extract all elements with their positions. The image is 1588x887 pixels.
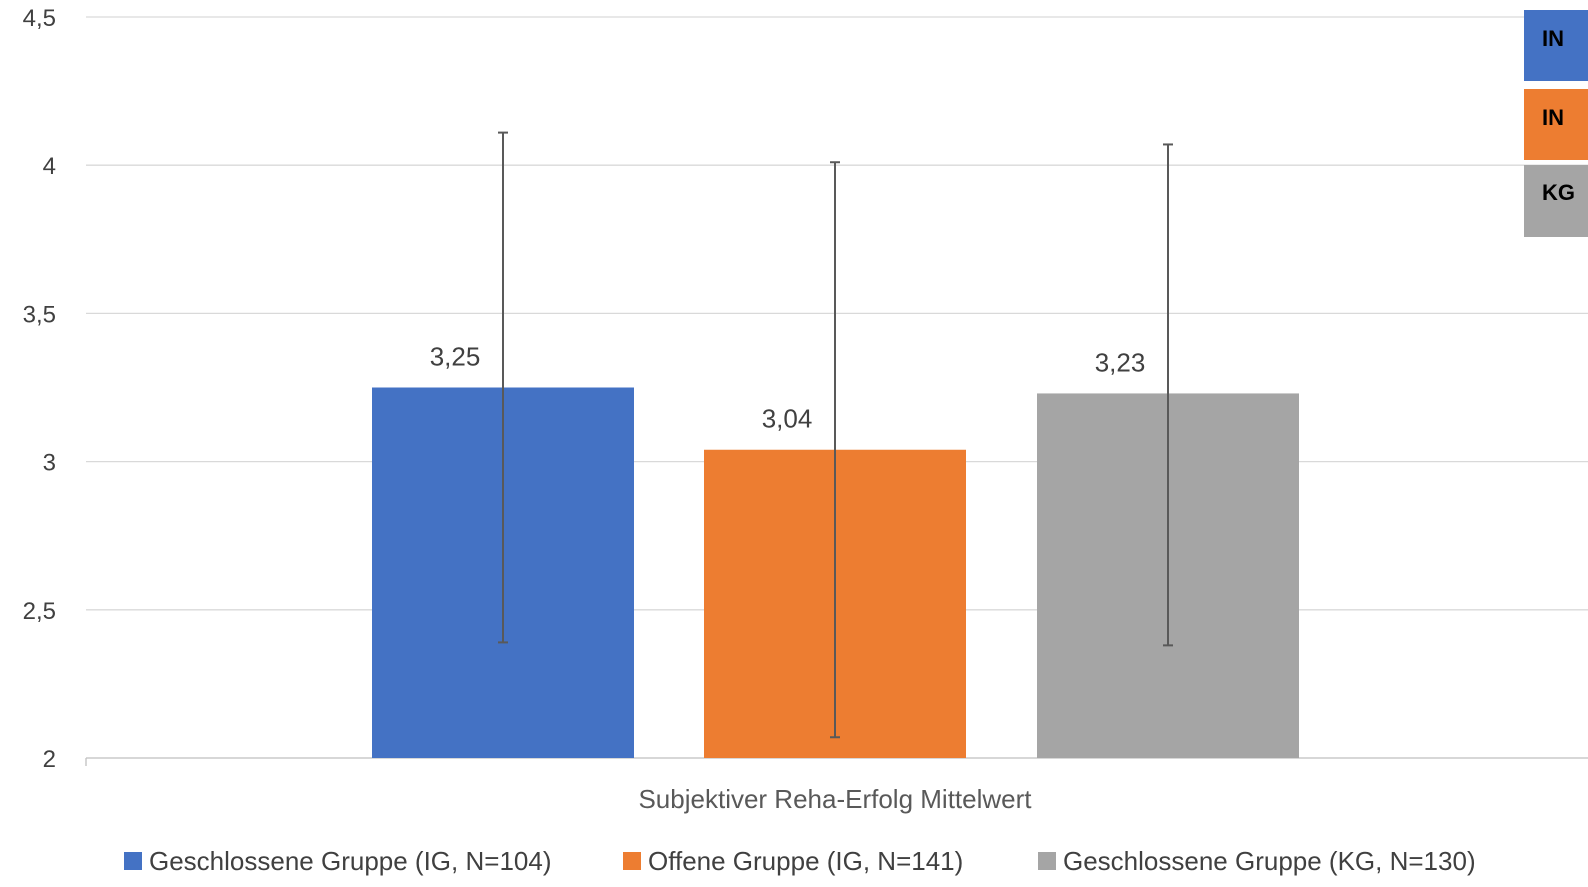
- y-tick-label: 4: [43, 153, 56, 180]
- data-label-1: 3,25: [430, 342, 481, 372]
- y-axis-ticks: 2 2,5 3 3,5 4 4,5: [23, 5, 56, 773]
- x-category-label: Subjektiver Reha-Erfolg Mittelwert: [638, 784, 1032, 814]
- data-label-3: 3,23: [1095, 347, 1146, 377]
- side-legend-box-1: IN: [1524, 10, 1588, 81]
- side-legend-box-3: KG: [1524, 165, 1588, 237]
- legend-label-3: Geschlossene Gruppe (KG, N=130): [1063, 846, 1476, 876]
- side-legend-box-2: IN: [1524, 89, 1588, 160]
- legend-swatch-3: [1038, 852, 1056, 870]
- legend-swatch-1: [124, 852, 142, 870]
- legend-swatch-2: [623, 852, 641, 870]
- y-tick-label: 2,5: [23, 598, 56, 625]
- data-label-2: 3,04: [762, 404, 813, 434]
- y-tick-label: 3: [43, 450, 56, 477]
- error-bars: [498, 131, 1173, 739]
- y-tick-label: 2: [43, 746, 56, 773]
- legend-label-1: Geschlossene Gruppe (IG, N=104): [149, 846, 551, 876]
- legend-label-2: Offene Gruppe (IG, N=141): [648, 846, 963, 876]
- y-tick-label: 3,5: [23, 301, 56, 328]
- data-labels: 3,25 3,04 3,23: [430, 342, 1146, 434]
- y-tick-label: 4,5: [23, 5, 56, 32]
- legend: Geschlossene Gruppe (IG, N=104) Offene Gr…: [124, 846, 1476, 876]
